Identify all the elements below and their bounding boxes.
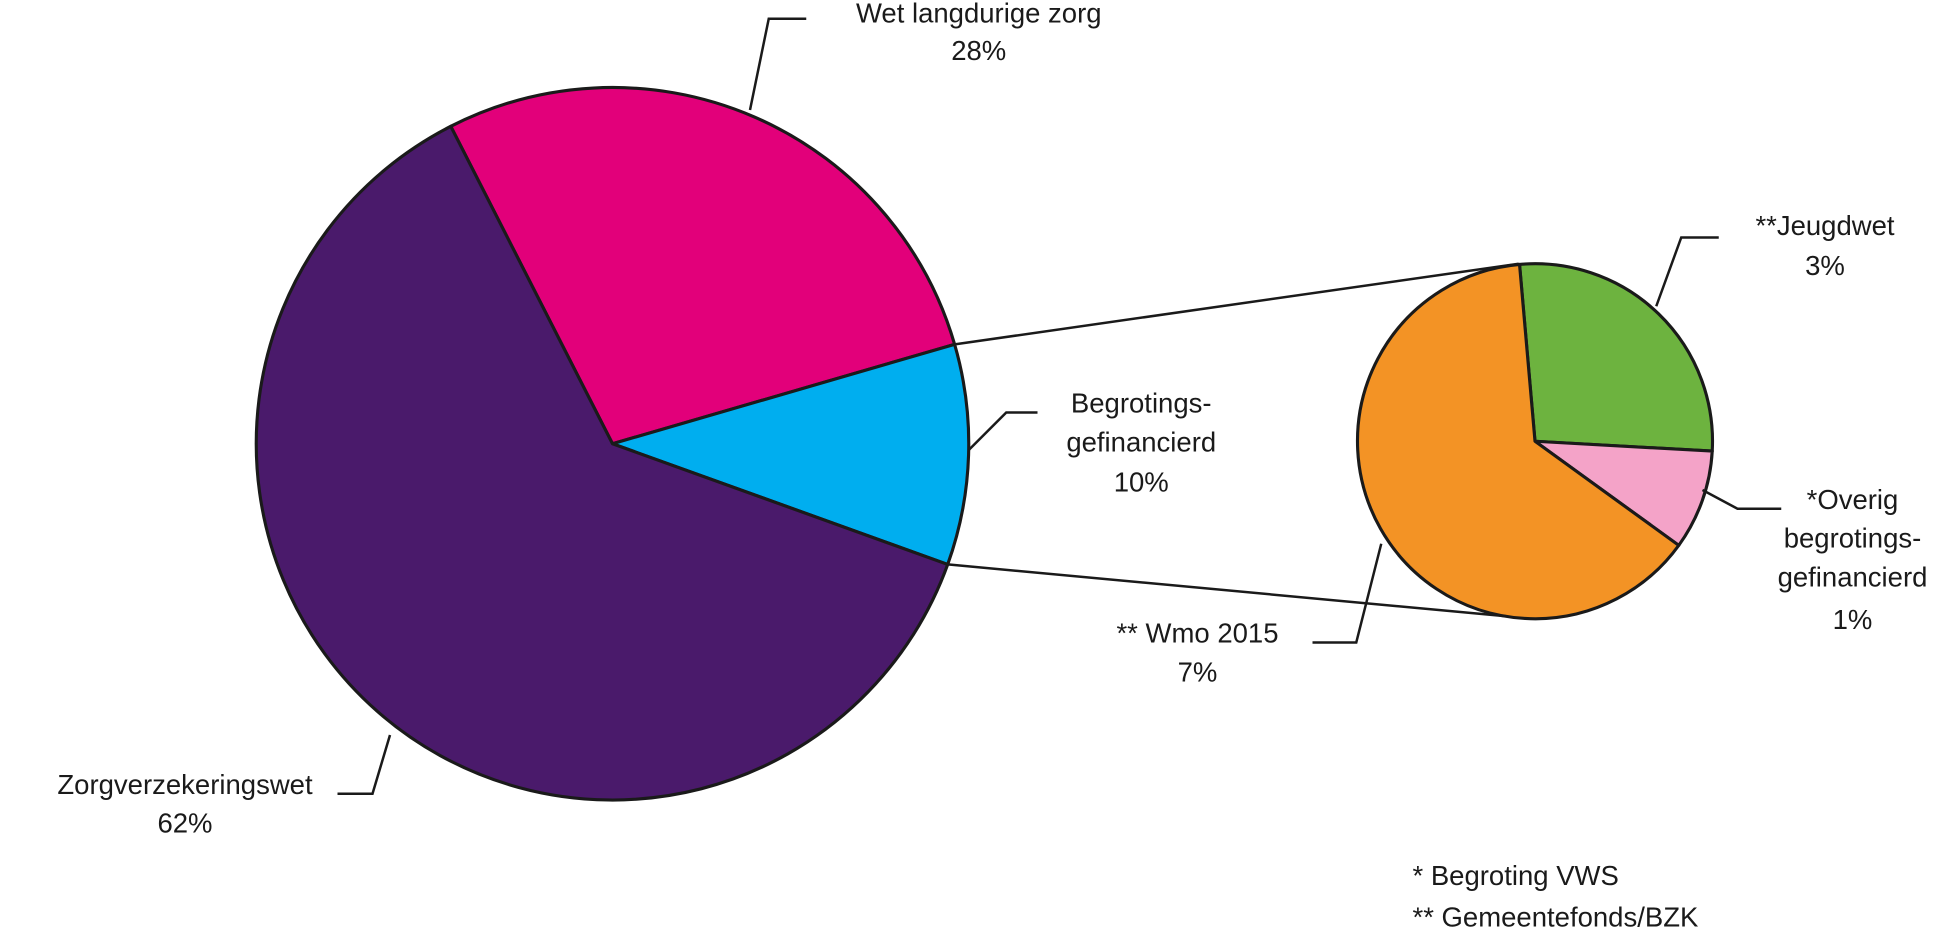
value-label: 3% [1805,250,1845,281]
value-label: 7% [1178,656,1218,687]
connector-line [947,563,1507,618]
value-label: 1% [1833,604,1873,635]
pie-slice [1533,439,1714,547]
slice-label: *Overig begrotings-gefinancierd [1778,484,1928,593]
slice-label: Begrotings-gefinancierd [1066,388,1216,458]
pie-slice [610,342,971,566]
leader-line [1655,236,1719,307]
slice-label: Zorgverzekeringswet [57,769,313,800]
pie-slice [449,85,957,446]
leader-line [1701,488,1782,510]
slice-label: Wet langdurige zorg [856,0,1102,29]
footnote: ** Gemeentefonds/BZK [1413,901,1700,932]
pie-slice [1517,262,1715,453]
value-label: 10% [1114,466,1169,497]
leader-line [748,17,807,111]
leader-line [1312,543,1383,644]
leader-line [337,734,392,795]
pie-slice [254,124,950,802]
leader-line [967,411,1038,451]
footnote: * Begroting VWS [1413,860,1619,891]
slice-label: ** Wmo 2015 [1116,618,1278,649]
value-label: 62% [157,808,212,839]
connector-line [954,262,1519,346]
value-label: 28% [951,35,1006,66]
pie-slice [1355,262,1681,621]
slice-label: **Jeugdwet [1755,210,1894,241]
